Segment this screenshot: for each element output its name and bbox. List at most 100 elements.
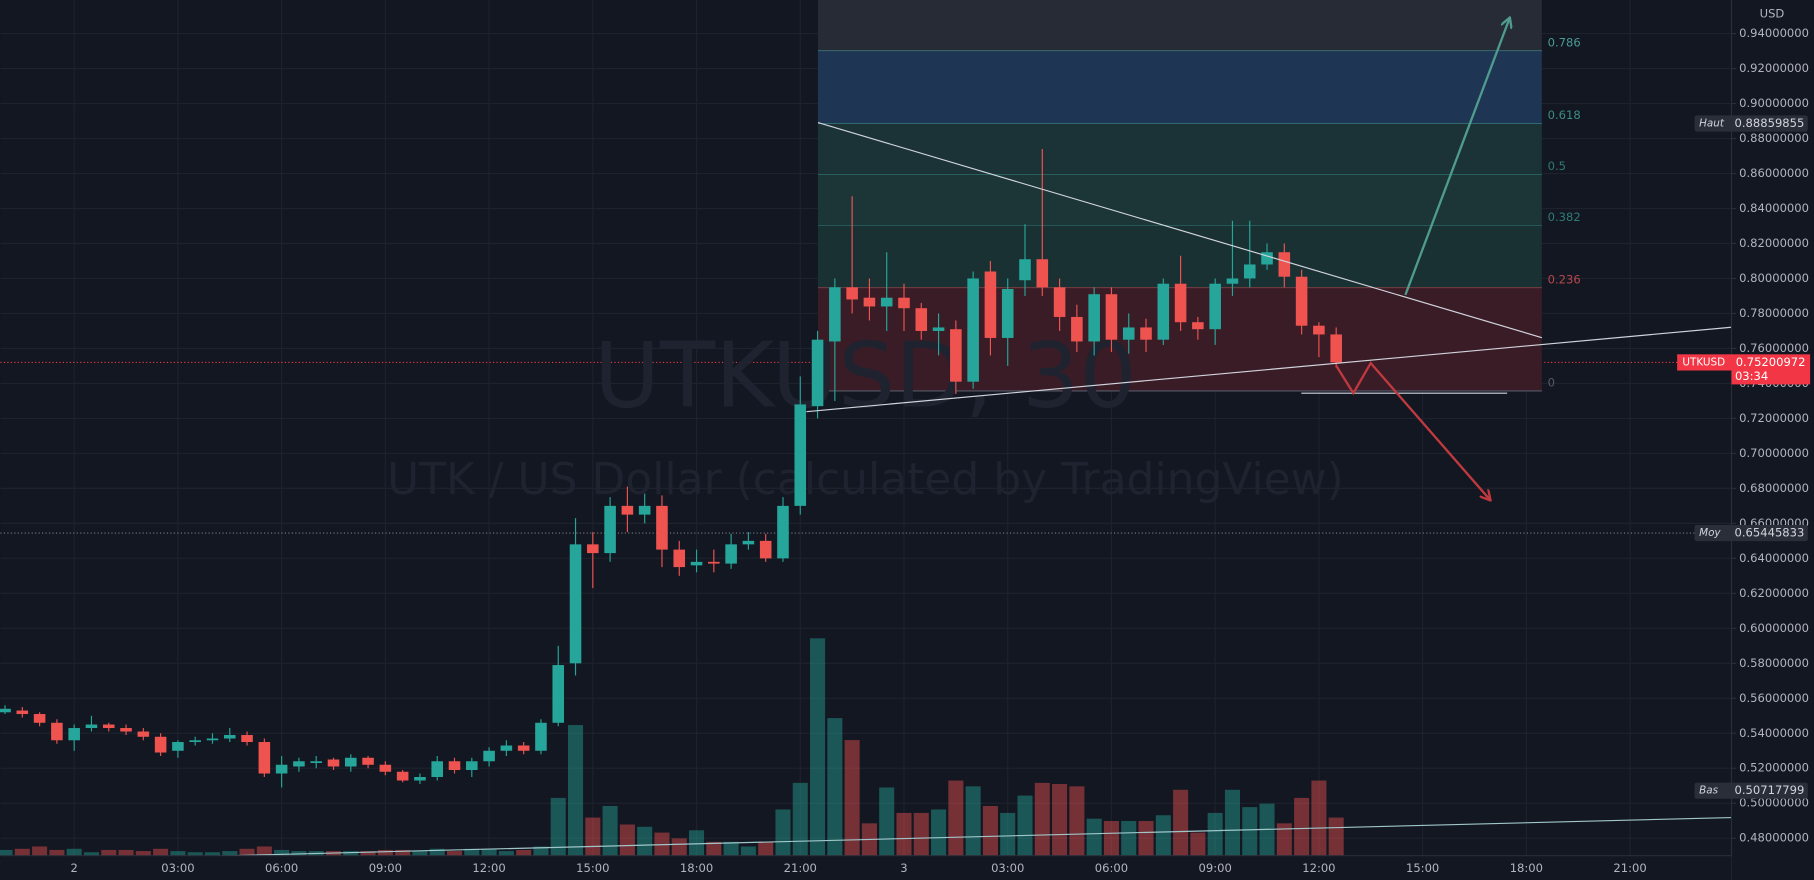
y-tick-label: 0.94000000	[1739, 26, 1809, 40]
volume-bar	[931, 809, 947, 856]
fib-label: 0	[1548, 375, 1555, 389]
volume-bar	[343, 851, 359, 856]
volume-bar	[619, 824, 635, 856]
volume-bar	[913, 812, 929, 856]
candle-body	[500, 745, 513, 751]
volume-bar	[1086, 818, 1102, 856]
volume-bar	[204, 852, 220, 856]
volume-bar	[1173, 789, 1189, 856]
candle-body	[172, 742, 184, 751]
y-tick-label: 0.68000000	[1739, 481, 1809, 495]
candle-body	[604, 505, 616, 554]
watermark: UTKUSD, 30	[594, 323, 1137, 428]
volume-bar	[481, 848, 497, 856]
y-tick-label: 0.88000000	[1739, 131, 1809, 145]
candle-body	[189, 740, 201, 743]
volume-bar	[464, 848, 480, 856]
x-tick-label: 06:00	[265, 861, 298, 875]
volume-bar	[274, 849, 290, 856]
y-tick-label: 0.72000000	[1739, 411, 1809, 425]
candles	[0, 149, 1342, 788]
y-tick-label: 0.64000000	[1739, 551, 1809, 565]
candle-body	[708, 561, 720, 564]
candle-body	[587, 544, 599, 554]
y-tick-label: 0.60000000	[1739, 621, 1809, 635]
candle-body	[759, 540, 772, 559]
last-price-name: UTKUSD	[1682, 356, 1725, 368]
y-tick-label: 0.62000000	[1739, 586, 1809, 600]
volume-bar	[446, 851, 463, 856]
y-tick-label: 0.52000000	[1739, 761, 1809, 775]
y-tick-label: 0.70000000	[1739, 446, 1809, 460]
marker-value: 0.50717799	[1735, 783, 1805, 797]
candle-body	[638, 505, 651, 515]
x-tick-label: 09:00	[369, 861, 402, 875]
volume-bar	[498, 851, 514, 856]
y-tick-label: 0.86000000	[1739, 166, 1809, 180]
fib-band	[817, 0, 1542, 52]
volume-bar	[758, 841, 774, 856]
volume-bar	[1052, 784, 1068, 856]
x-tick-label: 03:00	[161, 861, 194, 875]
candle-body	[1105, 294, 1118, 340]
volume-bar	[153, 848, 169, 856]
volume-bar	[412, 851, 428, 856]
marker-value: 0.65445833	[1735, 526, 1805, 540]
marker-box	[1694, 524, 1808, 542]
candle-body	[466, 761, 478, 771]
y-tick-label: 0.82000000	[1739, 236, 1809, 250]
candle-body	[898, 297, 910, 309]
drawings	[0, 19, 1732, 863]
volume-bar	[1328, 817, 1344, 856]
candle-body	[984, 271, 997, 338]
candle-body	[379, 764, 392, 772]
volume-bar	[948, 780, 964, 856]
volume-bar	[775, 809, 791, 856]
bearish-arrow	[1335, 361, 1490, 499]
candle-body	[1174, 283, 1187, 323]
y-tick-label: 0.78000000	[1739, 306, 1809, 320]
candle-body	[1053, 287, 1066, 317]
bullish-arrow	[1404, 19, 1509, 296]
candle-body	[1122, 327, 1135, 340]
volume-bar	[239, 848, 255, 856]
volume-bar	[1017, 795, 1033, 856]
candle-body	[448, 761, 461, 771]
volume-bar	[1190, 832, 1206, 856]
y-tick-label: 0.92000000	[1739, 61, 1809, 75]
candle-body	[932, 327, 945, 331]
fib-band	[817, 174, 1542, 226]
y-tick-label: 0.48000000	[1739, 831, 1809, 845]
countdown: 03:34	[1735, 369, 1768, 383]
y-tick-label: 0.56000000	[1739, 691, 1809, 705]
y-tick-label: 0.54000000	[1739, 726, 1809, 740]
volume-bar	[0, 849, 13, 856]
candle-body	[102, 724, 115, 729]
candle-body	[431, 761, 444, 778]
x-tick-label: 21:00	[1613, 861, 1646, 875]
candle-body	[85, 724, 98, 729]
x-tick-label: 15:00	[576, 861, 609, 875]
candle-body	[1088, 294, 1100, 342]
candle-body	[1071, 316, 1083, 342]
candle-body	[863, 297, 876, 307]
candle-body	[310, 761, 322, 764]
volume-bar	[792, 782, 808, 856]
candle-body	[68, 728, 80, 741]
last-price-box	[1731, 354, 1811, 385]
volume-bar	[395, 849, 411, 856]
y-tick-label: 0.50000000	[1739, 796, 1809, 810]
candle-body	[1313, 325, 1325, 335]
candle-body	[1278, 252, 1291, 277]
x-tick-label: 2	[71, 861, 78, 875]
volume-bar	[256, 846, 272, 856]
volume-bar	[14, 848, 30, 856]
candle-body	[137, 731, 150, 737]
marker-name: Haut	[1699, 117, 1725, 129]
candle-body	[154, 736, 167, 753]
volume-bar	[66, 848, 82, 856]
volume-bar	[740, 846, 756, 856]
candle-body	[967, 278, 979, 382]
